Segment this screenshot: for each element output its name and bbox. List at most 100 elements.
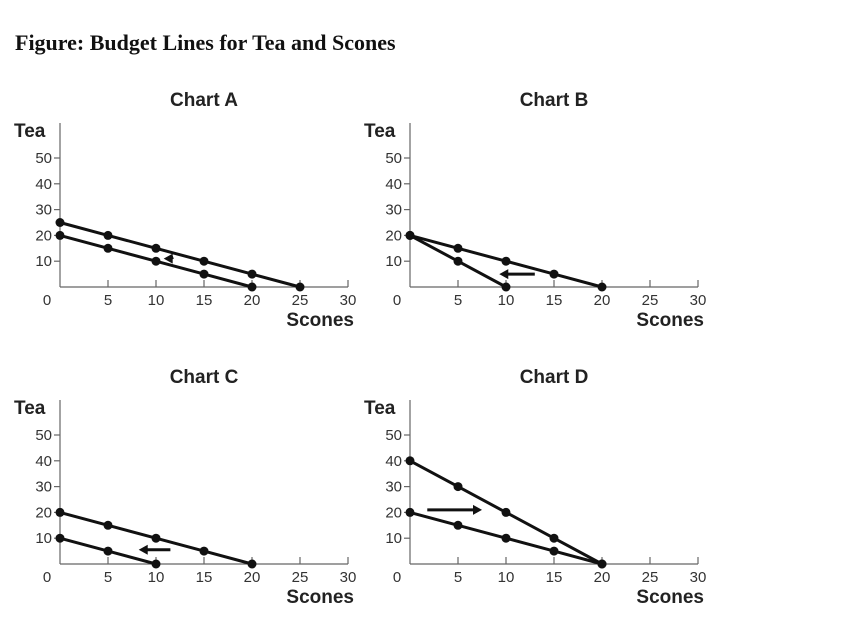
y-tick-label: 50: [385, 150, 402, 167]
x-axis-label: Scones: [636, 587, 704, 608]
data-point: [103, 546, 113, 556]
y-tick-label: 40: [385, 453, 402, 470]
x-tick-label: 10: [148, 569, 165, 586]
data-point: [549, 546, 559, 556]
data-point: [405, 507, 415, 517]
data-point: [199, 256, 209, 266]
y-axis-label: Tea: [364, 121, 396, 142]
data-point: [453, 520, 463, 530]
data-point: [405, 456, 415, 466]
data-point: [501, 507, 511, 517]
data-point: [295, 282, 305, 292]
arrowhead: [163, 253, 173, 264]
data-point: [151, 243, 161, 253]
data-point: [453, 482, 463, 492]
x-tick-label: 5: [104, 569, 112, 586]
y-tick-label: 50: [35, 427, 52, 444]
y-tick-label: 20: [385, 227, 402, 244]
x-tick-label: 20: [244, 292, 261, 309]
data-point: [597, 559, 607, 569]
chart-title: Chart C: [170, 367, 239, 388]
x-tick-label: 5: [104, 292, 112, 309]
x-tick-label: 10: [498, 569, 515, 586]
data-point: [501, 282, 511, 292]
y-tick-label: 40: [35, 176, 52, 193]
x-tick-label: 20: [244, 569, 261, 586]
chart-title: Chart D: [520, 367, 589, 388]
data-point: [103, 243, 113, 253]
y-tick-label: 10: [385, 530, 402, 547]
chart-title: Chart B: [520, 90, 589, 111]
data-point: [247, 269, 257, 279]
budget-line: [59, 221, 301, 289]
x-tick-label: 30: [690, 292, 707, 309]
y-tick-label: 30: [35, 202, 52, 219]
data-point: [55, 218, 65, 227]
data-point: [597, 282, 607, 292]
x-axis-label: Scones: [286, 310, 354, 331]
y-tick-label: 10: [35, 253, 52, 270]
x-tick-label: 20: [594, 292, 611, 309]
x-tick-label: 0: [393, 292, 401, 309]
figure-title: Figure: Budget Lines for Tea and Scones: [15, 30, 396, 55]
x-tick-label: 15: [196, 569, 213, 586]
y-tick-label: 20: [35, 227, 52, 244]
x-tick-label: 0: [43, 292, 51, 309]
y-tick-label: 30: [385, 202, 402, 219]
y-axis-label: Tea: [14, 121, 46, 142]
data-point: [549, 269, 559, 279]
x-tick-label: 10: [498, 292, 515, 309]
arrowhead: [473, 504, 482, 515]
data-point: [501, 256, 511, 266]
data-point: [247, 282, 257, 292]
x-tick-label: 10: [148, 292, 165, 309]
x-tick-label: 25: [642, 569, 659, 586]
y-tick-label: 40: [35, 453, 52, 470]
x-tick-label: 15: [546, 569, 563, 586]
data-point: [103, 520, 113, 530]
y-tick-label: 30: [35, 479, 52, 496]
data-point: [199, 546, 209, 556]
x-tick-label: 25: [642, 292, 659, 309]
x-axis-label: Scones: [286, 587, 354, 608]
x-tick-label: 15: [546, 292, 563, 309]
x-tick-label: 25: [292, 292, 309, 309]
data-point: [199, 269, 209, 279]
data-point: [549, 533, 559, 543]
data-point: [55, 507, 65, 517]
data-point: [453, 243, 463, 253]
y-tick-label: 50: [35, 150, 52, 167]
x-tick-label: 25: [292, 569, 309, 586]
x-axis-label: Scones: [636, 310, 704, 331]
x-tick-label: 0: [43, 569, 51, 586]
x-tick-label: 30: [690, 569, 707, 586]
x-tick-label: 5: [454, 569, 462, 586]
data-point: [501, 533, 511, 543]
y-tick-label: 50: [385, 427, 402, 444]
y-tick-label: 20: [385, 504, 402, 521]
y-tick-label: 10: [385, 253, 402, 270]
y-axis-label: Tea: [14, 398, 46, 419]
x-tick-label: 30: [340, 569, 357, 586]
data-point: [453, 256, 463, 266]
data-point: [55, 230, 65, 240]
data-point: [55, 533, 65, 543]
data-point: [247, 559, 257, 569]
y-tick-label: 20: [35, 504, 52, 521]
data-point: [405, 230, 415, 240]
x-tick-label: 20: [594, 569, 611, 586]
data-point: [151, 559, 161, 569]
arrowhead: [138, 544, 148, 555]
data-point: [103, 230, 113, 240]
data-point: [151, 256, 161, 266]
x-tick-label: 0: [393, 569, 401, 586]
x-tick-label: 5: [454, 292, 462, 309]
x-tick-label: 30: [340, 292, 357, 309]
chart-title: Chart A: [170, 90, 238, 111]
x-tick-label: 15: [196, 292, 213, 309]
